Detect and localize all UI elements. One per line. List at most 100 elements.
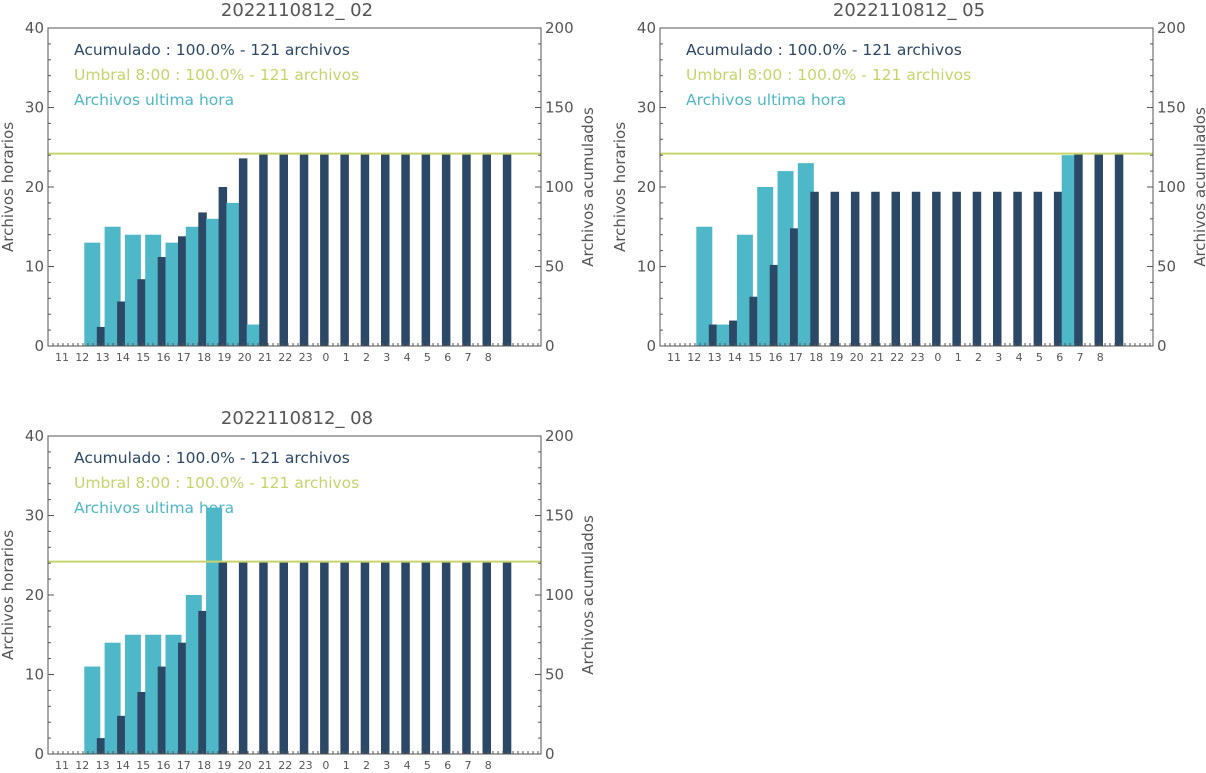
y-left-axis-label: Archivos horarios [611,122,629,252]
accumulated-bar [441,561,451,754]
x-tick-label: 1 [343,759,350,772]
x-tick-label: 5 [424,759,431,772]
x-tick-label: 23 [299,351,313,364]
y-left-axis-label: Archivos horarios [0,530,17,660]
x-tick-label: 7 [465,759,472,772]
x-tick-label: 11 [667,351,681,364]
x-tick-label: 21 [258,351,272,364]
accumulated-bar [891,191,900,346]
accumulated-bar [238,158,248,346]
accumulated-bar [198,212,207,346]
x-tick-label: 16 [157,351,171,364]
accumulated-bar [360,561,370,754]
x-tick-label: 2 [363,351,370,364]
accumulated-bar [790,228,799,346]
accumulated-bar [952,191,961,346]
y-right-tick-label: 0 [1157,337,1167,355]
y-left-tick-label: 40 [637,19,656,37]
accumulated-bar [401,153,410,346]
bars-group [84,507,512,754]
accumulated-bar [482,561,491,754]
x-tick-label: 8 [1097,351,1104,364]
hourly-bar [165,242,182,346]
accumulated-bar [259,153,268,346]
x-tick-label: 6 [1056,351,1063,364]
x-tick-label: 11 [55,351,69,364]
x-tick-label: 15 [136,351,150,364]
x-tick-label: 22 [890,351,904,364]
legend-entry: Umbral 8:00 : 100.0% - 121 archivos [686,66,971,84]
x-tick-label: 15 [748,351,762,364]
accumulated-bar [137,279,146,346]
hourly-bar [104,642,121,754]
hourly-bar [185,226,202,346]
accumulated-bar [482,153,491,346]
x-tick-label: 13 [708,351,722,364]
accumulated-bar [117,715,126,754]
chart-panel-05: 2022110812_ 05 0 10 20 30 40 0 50 100 150 200 11 12 1… [611,0,1206,365]
hourly-bar [206,218,223,346]
accumulated-bar [462,561,471,754]
accumulated-bar [1094,153,1103,346]
hourly-bar [124,234,141,346]
y-left-tick-label: 30 [25,99,44,117]
accumulated-bar [360,153,370,346]
hourly-bar [206,507,223,754]
y-left-axis-label: Archivos horarios [0,122,17,252]
legend-entry: Acumulado : 100.0% - 121 archivos [74,449,350,467]
y-right-tick-label: 100 [545,178,574,196]
accumulated-bar [993,191,1002,346]
x-tick-label: 18 [197,759,211,772]
y-left-tick-label: 40 [25,427,44,445]
accumulated-bar [340,561,349,754]
accumulated-bar [502,153,512,346]
x-tick-label: 20 [238,351,252,364]
accumulated-bar [96,326,106,346]
chart-title: 2022110812_ 02 [221,0,373,21]
y-left-tick-label: 10 [25,258,44,276]
accumulated-bar [320,153,329,346]
accumulated-bar [238,561,248,754]
x-tick-label: 12 [75,759,89,772]
y-right-axis-label: Archivos acumulados [1191,107,1206,267]
y-left-tick-label: 10 [637,258,656,276]
x-tick-label: 22 [278,351,292,364]
hourly-bar [145,634,162,754]
y-left-tick-label: 20 [25,178,44,196]
hourly-bar [757,187,774,346]
hourly-bar [797,163,814,346]
y-right-tick-label: 50 [545,666,564,684]
hourly-bar [84,242,101,346]
x-tick-label: 12 [75,351,89,364]
x-tick-label: 2 [975,351,982,364]
x-tick-label: 3 [995,351,1002,364]
x-tick-label: 6 [444,351,451,364]
y-right-tick-label: 150 [1157,99,1186,117]
accumulated-bar [157,256,167,346]
x-tick-label: 7 [465,351,472,364]
accumulated-bar [1013,191,1022,346]
accumulated-bar [198,610,207,754]
chart-title: 2022110812_ 05 [833,0,985,21]
x-tick-label: 0 [322,759,329,772]
x-tick-label: 5 [424,351,431,364]
accumulated-bar [1033,191,1043,346]
accumulated-bar [749,296,758,346]
legend-entry: Acumulado : 100.0% - 121 archivos [686,41,962,59]
y-left-tick-label: 10 [25,666,44,684]
hourly-bar [716,324,733,346]
y-left-tick-label: 0 [34,337,44,355]
y-right-tick-label: 0 [545,337,555,355]
accumulated-bar [157,666,167,754]
legend-entry: Archivos ultima hora [686,91,846,109]
x-tick-label: 18 [809,351,823,364]
accumulated-bar [401,561,410,754]
accumulated-bar [972,191,982,346]
x-tick-label: 21 [870,351,884,364]
accumulated-bar [830,191,840,346]
x-tick-label: 18 [197,351,211,364]
x-tick-label: 4 [1016,351,1023,364]
